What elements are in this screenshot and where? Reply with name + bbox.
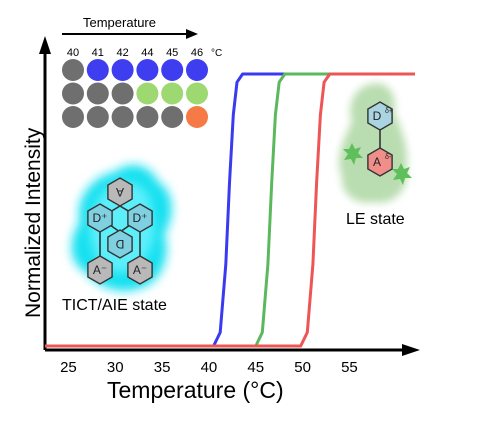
inset-column-label: 46 bbox=[191, 47, 203, 59]
tict-acceptor-hex-top-label: A bbox=[116, 185, 124, 199]
series-lines bbox=[45, 72, 415, 348]
le-state-label: LE state bbox=[346, 211, 405, 228]
series-line bbox=[45, 72, 415, 348]
inset-dot bbox=[136, 59, 159, 81]
le-acceptor-hex-label: A bbox=[373, 155, 381, 169]
inset-dot bbox=[111, 82, 134, 105]
inset-column-label: 44 bbox=[141, 47, 153, 59]
axes bbox=[39, 36, 420, 356]
inset-dot bbox=[62, 82, 84, 105]
inset-dot bbox=[62, 106, 84, 128]
tict-acceptor-hex-right bbox=[127, 255, 153, 285]
inset-dot bbox=[186, 82, 208, 105]
tict-acceptor-hex-left-label: A⁻ bbox=[93, 263, 107, 277]
le-donor-hex-label: D bbox=[373, 109, 382, 123]
tict-donor-hex-right-label: D⁺ bbox=[133, 211, 148, 225]
tict-aie-label: TICT/AIE state bbox=[62, 297, 167, 314]
x-tick-label: 45 bbox=[247, 359, 264, 376]
inset-unit: °C bbox=[211, 48, 222, 59]
tict-donor-hex-left bbox=[87, 203, 113, 233]
le-acceptor-hex bbox=[367, 147, 393, 177]
inset-dot bbox=[86, 59, 109, 81]
inset-dot bbox=[136, 106, 159, 128]
tict-aie-illustration: A D⁺ D⁺ D A⁻ A⁻ TICT/AIE state bbox=[62, 165, 172, 314]
inset-temperature-grid: Temperature 40 41 42 44 45 46 °C bbox=[62, 15, 222, 128]
series-line bbox=[45, 72, 415, 348]
inset-dot bbox=[111, 106, 134, 128]
inset-dot bbox=[161, 82, 184, 105]
y-axis-label: Normalized Intensity bbox=[22, 127, 45, 318]
inset-dot bbox=[111, 59, 134, 81]
inset-column-label: 40 bbox=[67, 47, 79, 59]
inset-dot bbox=[86, 82, 109, 105]
inset-column-label: 42 bbox=[116, 47, 128, 59]
x-tick-label: 40 bbox=[201, 359, 218, 376]
le-acceptor-hex-charge: δ- bbox=[385, 154, 392, 161]
tict-acceptor-hex-right-label: A⁻ bbox=[133, 263, 147, 277]
le-star-left bbox=[343, 143, 363, 165]
inset-dot bbox=[86, 106, 109, 128]
tict-donor-hex-center bbox=[107, 229, 133, 259]
le-donor-hex-charge: δ+ bbox=[385, 108, 393, 115]
x-axis-label: Temperature (°C) bbox=[107, 377, 284, 403]
x-tick-labels: 25 30 35 40 45 50 55 bbox=[60, 359, 358, 376]
tict-donor-hex-left-label: D⁺ bbox=[93, 211, 108, 225]
x-tick-label: 30 bbox=[107, 359, 124, 376]
inset-title: Temperature bbox=[83, 15, 156, 30]
le-donor-hex bbox=[367, 101, 393, 131]
inset-dot bbox=[186, 59, 208, 81]
x-axis-arrowhead bbox=[402, 344, 420, 356]
inset-dot bbox=[62, 59, 84, 81]
inset-dot bbox=[136, 82, 159, 105]
le-star-right bbox=[392, 163, 412, 185]
tict-donor-hex-center-label: D bbox=[115, 237, 124, 251]
x-tick-label: 25 bbox=[60, 359, 77, 376]
tict-acceptor-hex-left bbox=[87, 255, 113, 285]
inset-column-label: 45 bbox=[166, 47, 178, 59]
le-glow bbox=[339, 83, 408, 203]
y-axis-arrowhead bbox=[39, 36, 51, 54]
x-tick-label: 55 bbox=[341, 359, 358, 376]
series-line bbox=[45, 72, 415, 348]
inset-dot bbox=[161, 59, 184, 81]
inset-dot bbox=[186, 106, 208, 128]
tict-acceptor-hex-top bbox=[107, 177, 133, 207]
inset-arrowhead bbox=[186, 29, 198, 39]
x-tick-label: 50 bbox=[294, 359, 311, 376]
x-tick-label: 35 bbox=[154, 359, 171, 376]
tict-donor-hex-right bbox=[127, 203, 153, 233]
inset-column-label: 41 bbox=[92, 47, 104, 59]
inset-dot bbox=[161, 106, 184, 128]
